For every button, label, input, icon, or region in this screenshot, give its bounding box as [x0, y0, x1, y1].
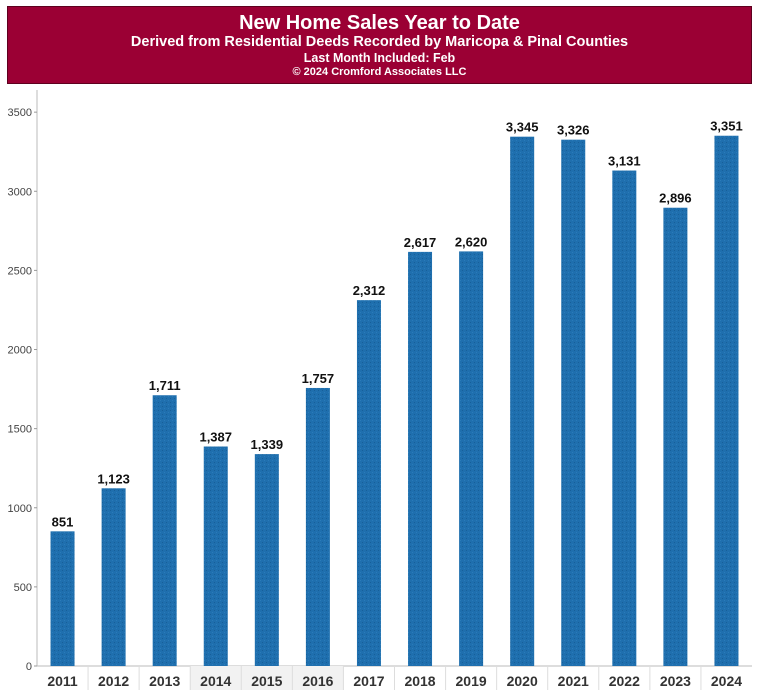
- bar: [408, 251, 433, 666]
- data-label: 2,312: [353, 283, 386, 298]
- bars: 851 1,123 1,711 1,387 1,339 1,757 2,312 2,617 2,…: [50, 119, 743, 667]
- bar: [510, 136, 535, 666]
- plot-area: [36, 90, 752, 667]
- x-band: [292, 666, 344, 690]
- y-tick-label: 2500: [8, 265, 32, 277]
- y-tick-label: 500: [14, 582, 32, 594]
- bar: [356, 300, 381, 666]
- x-axis: 2011 2012 2013 2014 2015 2016 2017 2018 2019 2020…: [47, 666, 742, 690]
- data-label: 1,711: [149, 378, 181, 393]
- bar: [459, 251, 484, 666]
- y-tick-label: 1500: [8, 424, 32, 436]
- y-axis: 0 500 1000 1500 2000 2500 3000 3500: [8, 107, 37, 673]
- x-tick-label: 2016: [302, 673, 333, 689]
- copyright-note: © 2024 Cromford Associates LLC: [292, 66, 467, 78]
- data-label: 1,339: [251, 437, 284, 452]
- x-tick-label: 2023: [660, 673, 691, 689]
- data-label: 3,326: [557, 123, 590, 138]
- x-tick-label: 2022: [609, 673, 640, 689]
- data-label: 2,617: [404, 235, 437, 250]
- last-month-note: Last Month Included: Feb: [303, 51, 456, 65]
- x-tick-label: 2021: [558, 673, 589, 689]
- y-tick-label: 2000: [8, 345, 32, 357]
- y-tick-label: 3000: [8, 186, 32, 198]
- x-tick-label: 2015: [251, 673, 282, 689]
- x-tick-label: 2011: [47, 673, 78, 689]
- x-tick-label: 2024: [711, 673, 742, 689]
- x-tick-label: 2019: [456, 673, 487, 689]
- x-tick-label: 2017: [353, 673, 384, 689]
- bar: [50, 531, 75, 666]
- data-label: 851: [52, 514, 74, 529]
- data-label: 3,345: [506, 120, 539, 135]
- data-label: 3,131: [608, 154, 641, 169]
- y-tick-label: 0: [26, 661, 32, 673]
- data-label: 1,387: [199, 430, 232, 445]
- data-label: 2,620: [455, 234, 488, 249]
- bar: [714, 135, 739, 666]
- y-tick-label: 3500: [8, 107, 32, 119]
- bar: [152, 395, 177, 666]
- bar: [101, 488, 126, 666]
- bar: [663, 207, 688, 666]
- chart-header: New Home Sales Year to Date Derived from…: [7, 6, 752, 84]
- x-tick-label: 2013: [149, 673, 180, 689]
- x-tick-label: 2020: [507, 673, 538, 689]
- bar: [305, 387, 330, 666]
- x-band: [190, 666, 242, 690]
- chart-title: New Home Sales Year to Date: [239, 12, 520, 34]
- chart-subtitle: Derived from Residential Deeds Recorded …: [130, 34, 629, 50]
- x-band: [241, 666, 293, 690]
- data-label: 2,896: [659, 191, 692, 206]
- bar: [254, 454, 279, 666]
- bar: [612, 170, 637, 667]
- bar: [561, 139, 586, 666]
- data-label: 1,757: [302, 371, 335, 386]
- data-label: 3,351: [710, 119, 743, 134]
- x-tick-label: 2018: [404, 673, 435, 689]
- x-tick-label: 2012: [98, 673, 129, 689]
- data-label: 1,123: [97, 471, 130, 486]
- x-tick-label: 2014: [200, 673, 231, 689]
- y-tick-label: 1000: [8, 503, 32, 515]
- bar: [203, 446, 228, 666]
